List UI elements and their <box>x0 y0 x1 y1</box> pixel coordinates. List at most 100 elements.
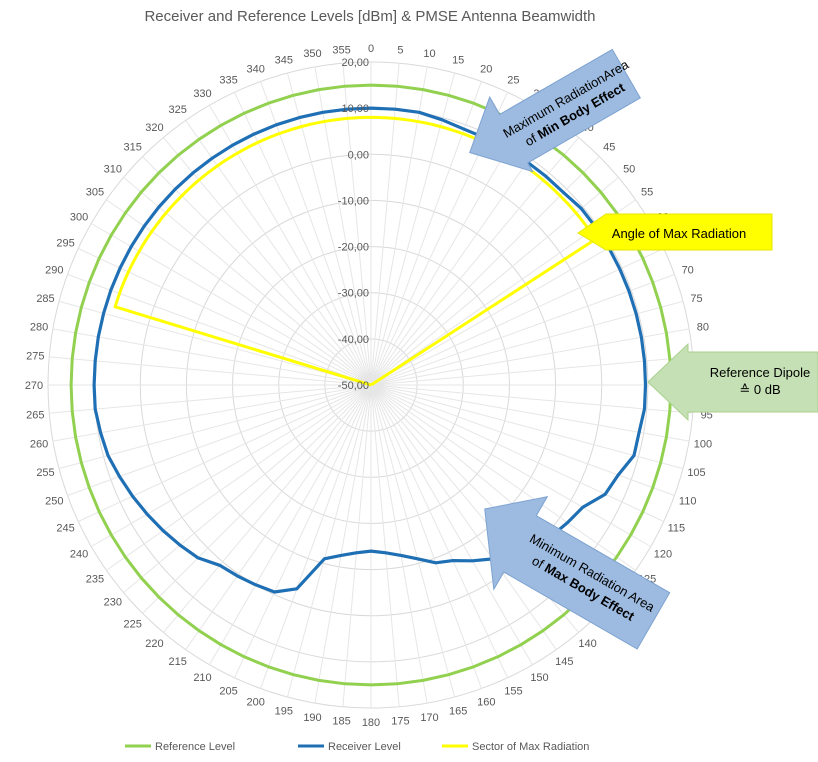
angle-label-59: 295 <box>56 238 74 250</box>
grid-spoke-34 <box>370 384 428 704</box>
grid-spoke-42 <box>209 384 372 665</box>
angle-label-44: 220 <box>145 638 163 650</box>
angle-label-61: 305 <box>86 187 104 199</box>
min-body-line2-plain: of <box>522 129 542 149</box>
annotation-angle-max-radiation: Angle of Max Radiation <box>577 213 773 251</box>
ref-dipole-line1: Reference Dipole <box>710 365 810 380</box>
angle-label-71: 355 <box>332 44 350 56</box>
angle-label-62: 310 <box>104 163 122 175</box>
angle-label-21: 105 <box>687 467 705 479</box>
angle-label-41: 205 <box>219 685 237 697</box>
grid-spoke-30 <box>370 384 533 665</box>
grid-spoke-2 <box>370 66 428 386</box>
max-body-arrow-shape <box>484 495 671 650</box>
radial-label-2: 0,00 <box>348 149 369 161</box>
angle-label-57: 285 <box>36 293 54 305</box>
chart-title: Receiver and Reference Levels [dBm] & PM… <box>144 8 595 25</box>
angle-label-38: 190 <box>303 712 321 724</box>
angle-label-29: 145 <box>555 656 573 668</box>
angle-label-4: 20 <box>480 63 492 75</box>
grid-spoke-53 <box>49 384 372 414</box>
grid-spoke-21 <box>370 384 684 470</box>
grid-spoke-57 <box>58 300 372 386</box>
min-body-arrow-shape <box>469 48 641 173</box>
grid-spoke-20 <box>370 384 690 442</box>
angle-label-24: 120 <box>654 549 672 561</box>
angle-labels: 0510152025303540455055606570758085909510… <box>25 43 714 729</box>
legend-label-2: Sector of Max Radiation <box>472 741 589 753</box>
grid-spoke-19 <box>370 384 693 414</box>
grid-spoke-61 <box>106 199 372 386</box>
angle-label-53: 265 <box>26 409 44 421</box>
grid-spoke-48 <box>91 384 372 547</box>
angle-max-arrow-shape <box>577 213 773 251</box>
grid-spoke-68 <box>260 81 372 386</box>
angle-label-11: 55 <box>641 187 653 199</box>
grid-spoke-40 <box>260 384 372 689</box>
legend: Reference Level Receiver Level Sector of M… <box>125 741 589 753</box>
angle-label-14: 70 <box>682 265 694 277</box>
radial-label-0: 20,00 <box>341 57 369 69</box>
grid-spoke-55 <box>49 356 372 386</box>
annotation-min-body-effect: Maximum RadiationArea of Min Body Effect <box>469 48 641 173</box>
legend-label-0: Reference Level <box>155 741 235 753</box>
grid-spoke-25 <box>370 384 636 571</box>
angle-label-36: 180 <box>362 717 380 729</box>
angle-label-0: 0 <box>368 43 374 55</box>
angle-label-58: 290 <box>45 265 63 277</box>
angle-label-34: 170 <box>420 712 438 724</box>
angle-label-63: 315 <box>124 142 142 154</box>
grid-spoke-3 <box>370 72 456 386</box>
angle-label-66: 330 <box>193 88 211 100</box>
ref-dipole-line2: ≙ 0 dB <box>739 382 780 397</box>
angle-label-70: 350 <box>303 48 321 60</box>
angle-label-23: 115 <box>668 522 686 534</box>
grid-spoke-14 <box>370 274 675 386</box>
grid-spoke-35 <box>370 384 400 707</box>
grid-spoke-1 <box>370 63 400 386</box>
grid-spoke-38 <box>314 384 372 704</box>
radial-label-7: -50,00 <box>338 380 369 392</box>
angle-label-35: 175 <box>391 716 409 728</box>
angle-label-10: 50 <box>623 163 635 175</box>
max-body-line2-plain: of <box>529 553 549 573</box>
angle-label-1: 5 <box>397 44 403 56</box>
radial-label-1: 10,00 <box>341 103 369 115</box>
angle-label-65: 325 <box>169 104 187 116</box>
grid-spoke-69 <box>286 72 372 386</box>
grid-spoke-23 <box>370 384 664 522</box>
angle-label-15: 75 <box>690 293 702 305</box>
angle-label-69: 345 <box>275 55 293 67</box>
angle-label-32: 160 <box>477 697 495 709</box>
angle-label-3: 15 <box>452 55 464 67</box>
angle-label-48: 240 <box>70 549 88 561</box>
angle-label-9: 45 <box>603 142 615 154</box>
grid-spoke-50 <box>67 384 372 496</box>
angle-label-56: 280 <box>30 322 48 334</box>
angle-label-31: 155 <box>504 685 522 697</box>
grid-spoke-45 <box>142 384 372 614</box>
grid-spoke-63 <box>142 156 372 386</box>
angle-label-67: 335 <box>219 75 237 87</box>
angle-label-50: 250 <box>45 495 63 507</box>
grid-spoke-12 <box>370 223 651 386</box>
grid-spoke-52 <box>52 384 372 442</box>
grid-spoke-66 <box>209 105 372 386</box>
angle-label-51: 255 <box>36 467 54 479</box>
angle-label-40: 200 <box>247 697 265 709</box>
radial-label-4: -20,00 <box>338 242 369 254</box>
grid-spoke-33 <box>370 384 456 698</box>
grid-spoke-65 <box>185 120 372 386</box>
angle-label-42: 210 <box>193 672 211 684</box>
angle-label-54: 270 <box>25 380 43 392</box>
grid-spoke-62 <box>123 176 372 386</box>
angle-label-20: 100 <box>694 439 712 451</box>
grid-spoke-4 <box>370 81 482 386</box>
angle-label-39: 195 <box>275 706 293 718</box>
angle-label-46: 230 <box>104 597 122 609</box>
angle-label-60: 300 <box>70 212 88 224</box>
grid-spoke-10 <box>370 176 619 386</box>
grid-spoke-44 <box>162 384 372 633</box>
angle-label-45: 225 <box>124 618 142 630</box>
angle-label-5: 25 <box>507 75 519 87</box>
